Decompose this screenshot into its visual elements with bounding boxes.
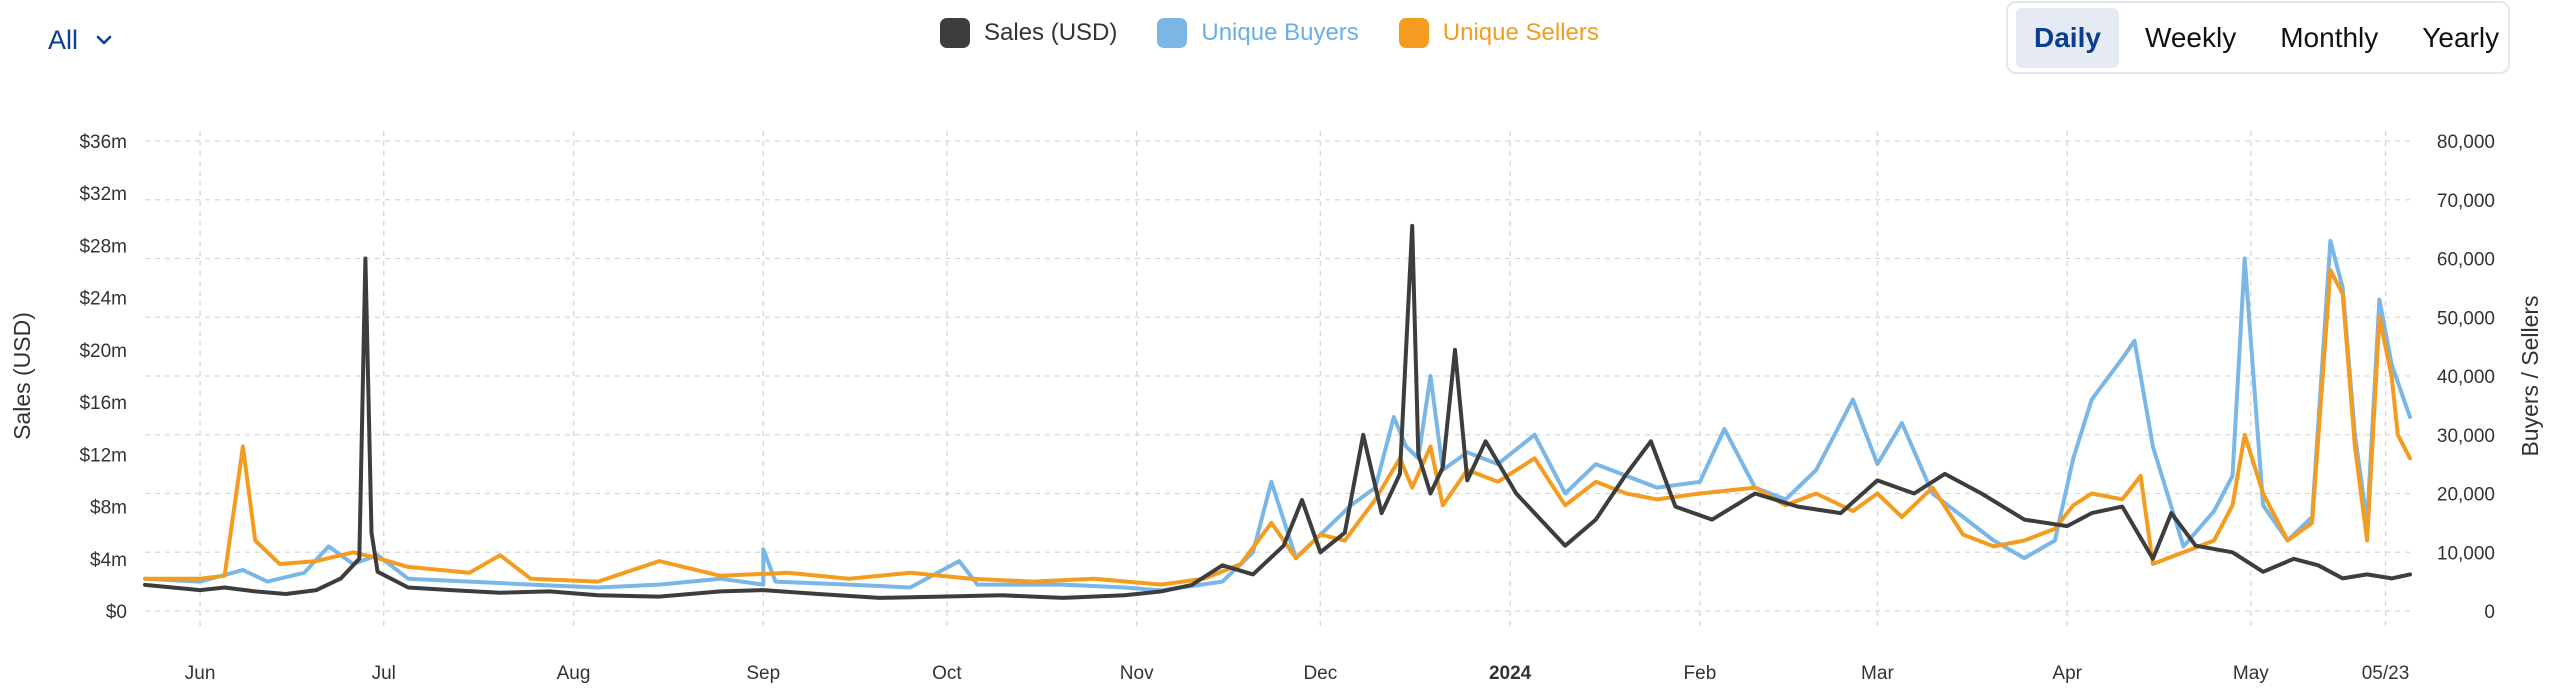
- x-tick-label: Sep: [746, 663, 780, 684]
- legend-swatch-sellers: [1398, 18, 1429, 48]
- daily-button[interactable]: Daily: [2016, 7, 2119, 68]
- x-tick-label: Aug: [557, 663, 591, 684]
- left-axis-title: Sales (USD): [9, 312, 35, 440]
- sales-series-line: [143, 223, 2412, 600]
- legend-item-buyers[interactable]: Unique Buyers: [1157, 18, 1359, 48]
- right-tick-label: 50,000: [2437, 308, 2495, 329]
- x-tick-label: Apr: [2052, 663, 2082, 684]
- x-tick-label: Jul: [372, 663, 396, 684]
- right-tick-label: 20,000: [2437, 485, 2495, 506]
- left-tick-label: $0: [106, 602, 127, 623]
- right-tick-label: 0: [2484, 602, 2495, 623]
- legend-item-sales[interactable]: Sales (USD): [940, 18, 1117, 48]
- right-tick-label: 30,000: [2437, 426, 2495, 447]
- chevron-down-icon: [96, 35, 112, 45]
- x-tick-label: 05/23: [2362, 663, 2410, 684]
- legend-item-sellers[interactable]: Unique Sellers: [1398, 18, 1599, 48]
- left-tick-label: $16m: [79, 393, 127, 414]
- interval-toggle: Daily Weekly Monthly Yearly: [2006, 1, 2510, 74]
- right-axis-title: Buyers / Sellers: [2517, 295, 2543, 456]
- sellers-series-line: [143, 268, 2412, 587]
- left-tick-label: $36m: [79, 132, 127, 153]
- left-tick-label: $4m: [90, 550, 127, 571]
- x-tick-label: Dec: [1303, 663, 1337, 684]
- left-tick-label: $8m: [90, 498, 127, 519]
- legend-swatch-sales: [940, 18, 970, 48]
- weekly-button[interactable]: Weekly: [2144, 21, 2237, 53]
- right-tick-label: 60,000: [2437, 250, 2495, 271]
- yearly-button[interactable]: Yearly: [2422, 21, 2500, 53]
- x-tick-label: Nov: [1120, 663, 1154, 684]
- right-tick-label: 80,000: [2437, 132, 2495, 153]
- x-tick-label: Feb: [1684, 663, 1717, 684]
- right-tick-label: 40,000: [2437, 367, 2495, 388]
- legend-label-sellers: Unique Sellers: [1442, 19, 1599, 46]
- x-tick-label: May: [2233, 663, 2269, 684]
- buyers-series-line: [143, 238, 2412, 593]
- legend-swatch-buyers: [1157, 18, 1188, 48]
- monthly-button[interactable]: Monthly: [2280, 21, 2379, 53]
- left-axis-ticks: $0 $4m $8m $12m $16m $20m $24m $28m $32m $36m: [79, 132, 127, 623]
- x-tick-label: Oct: [932, 663, 962, 684]
- left-tick-label: $24m: [79, 289, 127, 310]
- right-tick-label: 10,000: [2437, 543, 2495, 564]
- sales-line-chart: $0 $4m $8m $12m $16m $20m $24m $28m $32m $36m 0 10…: [9, 131, 2543, 684]
- grid-lines: [145, 131, 2410, 631]
- series-lines: [143, 223, 2412, 600]
- left-tick-label: $28m: [79, 236, 127, 257]
- chart-legend: Sales (USD) Unique Buyers Unique Sellers: [940, 18, 1599, 48]
- left-tick-label: $20m: [79, 341, 127, 362]
- filter-label: All: [48, 24, 79, 55]
- right-tick-label: 70,000: [2437, 191, 2495, 212]
- left-tick-label: $12m: [79, 445, 127, 466]
- legend-label-buyers: Unique Buyers: [1201, 19, 1359, 46]
- x-tick-label: 2024: [1489, 663, 1532, 684]
- x-tick-label: Mar: [1861, 663, 1894, 684]
- x-axis-ticks: Jun Jul Aug Sep Oct Nov Dec 2024 Feb Mar Apr May 05/…: [185, 663, 2410, 684]
- collection-filter-dropdown[interactable]: All: [48, 20, 112, 60]
- right-axis-ticks: 0 10,000 20,000 30,000 40,000 50,000 60,000 70,…: [2437, 132, 2495, 623]
- legend-label-sales: Sales (USD): [984, 19, 1118, 46]
- left-tick-label: $32m: [79, 184, 127, 205]
- x-tick-label: Jun: [185, 663, 216, 684]
